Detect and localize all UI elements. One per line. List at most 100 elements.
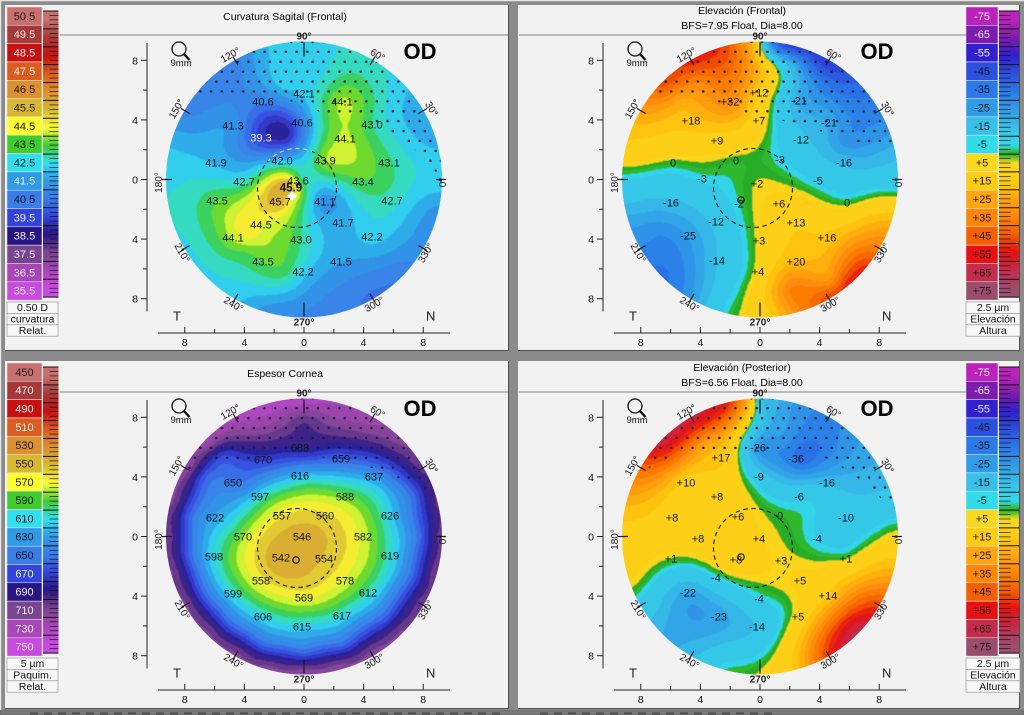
svg-text:-15: -15 xyxy=(974,477,990,489)
svg-text:4: 4 xyxy=(132,472,138,484)
svg-text:-16: -16 xyxy=(836,158,852,170)
svg-text:+5: +5 xyxy=(792,612,805,624)
svg-text:670: 670 xyxy=(254,455,272,467)
svg-text:-12: -12 xyxy=(708,217,724,229)
svg-text:560: 560 xyxy=(316,511,334,523)
svg-text:-10: -10 xyxy=(838,513,854,525)
svg-text:43.5: 43.5 xyxy=(14,139,35,151)
svg-text:0: 0 xyxy=(132,532,138,544)
svg-text:9mm: 9mm xyxy=(171,415,192,426)
svg-text:8: 8 xyxy=(420,694,426,706)
svg-text:-15: -15 xyxy=(974,121,990,133)
svg-text:9mm: 9mm xyxy=(627,58,648,69)
svg-text:+15: +15 xyxy=(973,532,992,544)
svg-text:0: 0 xyxy=(757,694,763,706)
svg-text:43.5: 43.5 xyxy=(206,196,227,208)
svg-text:590: 590 xyxy=(15,495,33,507)
svg-text:8: 8 xyxy=(132,55,138,67)
svg-text:750: 750 xyxy=(15,642,33,654)
svg-text:8: 8 xyxy=(132,651,138,663)
svg-text:5 µm: 5 µm xyxy=(21,658,45,670)
svg-text:Paquim.: Paquim. xyxy=(13,670,52,682)
svg-text:0: 0 xyxy=(733,156,739,168)
svg-text:0: 0 xyxy=(777,511,783,523)
svg-text:0: 0 xyxy=(301,337,307,349)
svg-text:8: 8 xyxy=(132,412,138,424)
svg-text:490: 490 xyxy=(15,404,33,416)
svg-text:-35: -35 xyxy=(974,440,990,452)
svg-text:180°: 180° xyxy=(610,172,621,193)
svg-text:+55: +55 xyxy=(973,249,992,261)
svg-text:8: 8 xyxy=(132,294,138,306)
svg-text:Curvatura Sagital (Frontal): Curvatura Sagital (Frontal) xyxy=(223,11,347,23)
svg-text:40.6: 40.6 xyxy=(252,97,273,109)
svg-text:+8: +8 xyxy=(666,513,679,525)
svg-text:-14: -14 xyxy=(709,256,725,268)
svg-text:4: 4 xyxy=(588,591,594,603)
svg-text:+6: +6 xyxy=(773,199,786,211)
svg-text:-22: -22 xyxy=(680,588,696,600)
svg-text:-16: -16 xyxy=(819,478,835,490)
svg-text:41.5: 41.5 xyxy=(14,176,35,188)
svg-text:-25: -25 xyxy=(974,103,990,115)
svg-text:+8: +8 xyxy=(730,555,743,567)
svg-text:+4: +4 xyxy=(753,534,766,546)
svg-text:+6: +6 xyxy=(732,512,745,524)
svg-text:597: 597 xyxy=(251,492,269,504)
svg-text:4: 4 xyxy=(361,694,367,706)
svg-text:-5: -5 xyxy=(813,176,823,188)
svg-text:BFS=6.56 Float, Dia=8.00: BFS=6.56 Float, Dia=8.00 xyxy=(681,377,803,389)
svg-text:OD: OD xyxy=(861,396,894,421)
svg-text:90°: 90° xyxy=(296,389,311,400)
svg-text:616: 616 xyxy=(291,471,309,483)
svg-text:44.1: 44.1 xyxy=(334,134,355,146)
svg-text:43.9: 43.9 xyxy=(314,156,335,168)
svg-text:+20: +20 xyxy=(787,257,806,269)
svg-text:690: 690 xyxy=(15,587,33,599)
svg-text:8: 8 xyxy=(638,694,644,706)
svg-text:Altura: Altura xyxy=(979,681,1007,693)
svg-text:612: 612 xyxy=(359,588,377,600)
svg-text:48.5: 48.5 xyxy=(14,48,35,60)
svg-text:-26: -26 xyxy=(750,443,766,455)
svg-text:+35: +35 xyxy=(973,212,992,224)
svg-text:42.2: 42.2 xyxy=(292,267,313,279)
svg-text:0: 0 xyxy=(588,532,594,544)
svg-text:4: 4 xyxy=(697,337,703,349)
svg-text:9mm: 9mm xyxy=(171,58,192,69)
svg-text:44.1: 44.1 xyxy=(331,97,352,109)
svg-text:-25: -25 xyxy=(974,459,990,471)
svg-text:2.5 µm: 2.5 µm xyxy=(977,658,1010,670)
svg-text:8: 8 xyxy=(588,55,594,67)
svg-text:-3: -3 xyxy=(775,155,785,167)
svg-text:40.6: 40.6 xyxy=(291,118,312,130)
svg-text:-9: -9 xyxy=(754,472,764,484)
svg-text:90°: 90° xyxy=(296,32,311,43)
svg-text:41.9: 41.9 xyxy=(205,158,226,170)
svg-text:+7: +7 xyxy=(753,116,766,128)
svg-text:8: 8 xyxy=(420,337,426,349)
svg-text:+65: +65 xyxy=(973,267,992,279)
svg-text:470: 470 xyxy=(15,385,33,397)
svg-text:41.7: 41.7 xyxy=(332,218,353,230)
svg-text:569: 569 xyxy=(295,593,313,605)
svg-text:-5: -5 xyxy=(977,139,987,151)
svg-text:4: 4 xyxy=(588,115,594,127)
svg-text:2.5 µm: 2.5 µm xyxy=(977,302,1010,314)
svg-text:4: 4 xyxy=(817,337,823,349)
svg-text:8: 8 xyxy=(588,651,594,663)
svg-text:+15: +15 xyxy=(973,176,992,188)
svg-text:-21: -21 xyxy=(821,118,837,130)
svg-text:OD: OD xyxy=(404,39,437,64)
svg-text:450: 450 xyxy=(15,367,33,379)
svg-text:43.6: 43.6 xyxy=(287,176,308,188)
svg-text:688: 688 xyxy=(291,443,309,455)
svg-text:-45: -45 xyxy=(974,66,990,78)
svg-text:542: 542 xyxy=(272,553,290,565)
svg-text:4: 4 xyxy=(588,472,594,484)
svg-text:OD: OD xyxy=(404,396,437,421)
svg-text:T: T xyxy=(629,309,637,324)
svg-text:0: 0 xyxy=(301,694,307,706)
svg-text:Relat.: Relat. xyxy=(19,681,46,693)
svg-text:+8: +8 xyxy=(692,534,705,546)
